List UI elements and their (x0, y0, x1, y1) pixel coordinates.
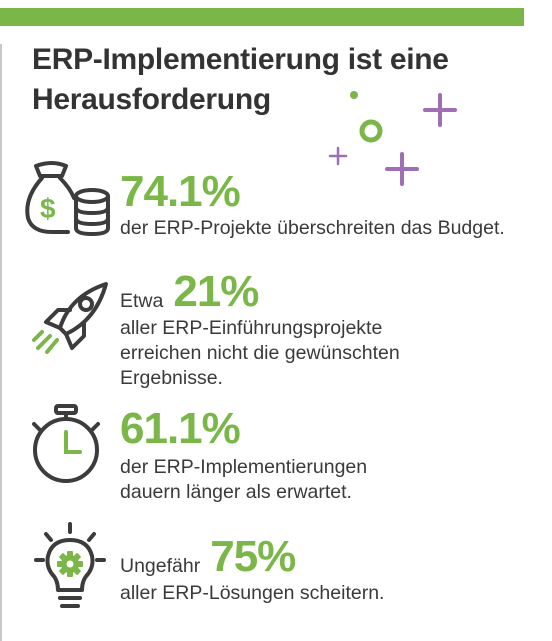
plus-decoration-medium (385, 152, 419, 186)
top-accent-bar (0, 8, 524, 26)
stat-goals-value: 21% (173, 267, 259, 316)
stat-goals-prefix: Etwa (120, 290, 164, 312)
plus-decoration-small (328, 146, 348, 166)
stat-goals-line-2: erreichen nicht die gewünschten (120, 342, 400, 364)
left-divider (0, 44, 2, 641)
rocket-icon (32, 282, 108, 354)
stat-budget-value: 74.1% (120, 167, 241, 216)
stat-goals-headline: Etwa 21% (120, 268, 400, 316)
stat-goals-line-3: Ergebnisse. (120, 367, 223, 389)
stat-budget-text: der ERP-Projekte überschreiten das Budge… (120, 217, 505, 239)
svg-text:$: $ (40, 193, 56, 224)
ring-decoration (359, 119, 383, 143)
stat-failure-prefix: Ungefähr (120, 555, 201, 577)
stat-failure-headline: Ungefähr 75% (120, 533, 384, 581)
stat-budget: 74.1% der ERP-Projekte überschreiten das… (120, 168, 505, 241)
title-line-2: Herausforderung (32, 83, 271, 116)
lightbulb-gear-icon (34, 522, 106, 608)
stat-goals: Etwa 21% aller ERP-Einführungsprojekte e… (120, 268, 400, 391)
stat-failure-line-1: aller ERP-Lösungen scheitern. (120, 582, 385, 604)
money-bag-coins-icon: $ (25, 161, 110, 236)
stat-duration-line-1: der ERP-Implementierungen (120, 456, 368, 478)
stopwatch-icon (32, 404, 100, 483)
title-line-1: ERP-Implementierung ist eine (32, 43, 449, 76)
stat-failure: Ungefähr 75% aller ERP-Lösungen scheiter… (120, 533, 384, 606)
stat-goals-line-1: aller ERP-Einführungsprojekte (120, 317, 383, 339)
stat-failure-value: 75% (210, 532, 296, 581)
stat-duration: 61.1% der ERP-Implementierungen dauern l… (120, 405, 367, 505)
decorative-sparkles (328, 91, 457, 186)
stat-duration-line-2: dauern länger als erwartet. (120, 481, 352, 503)
stat-duration-value: 61.1% (120, 404, 241, 453)
page-title: ERP-Implementierung ist eine Herausforde… (32, 40, 512, 120)
small-dot-decoration (350, 91, 358, 99)
plus-decoration-large (423, 93, 457, 127)
